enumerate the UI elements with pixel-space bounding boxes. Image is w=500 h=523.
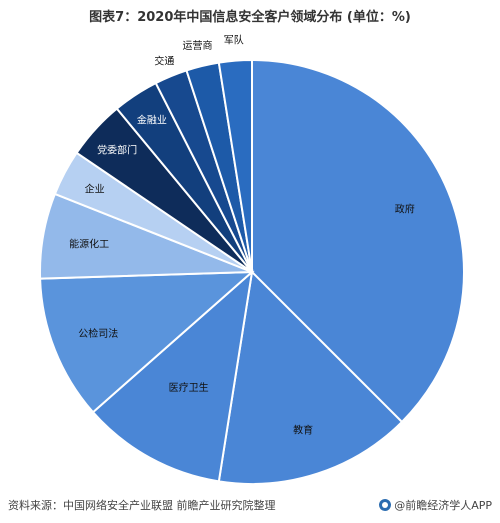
brand-text: @前瞻经济学人APP (394, 499, 492, 512)
slice-label-10: 军队 (224, 34, 244, 47)
pie-slice-0 (251, 58, 466, 424)
slice-label-4: 能源化工 (69, 238, 109, 251)
slice-label-8: 交通 (154, 54, 174, 67)
slice-label-7: 金融业 (137, 114, 167, 127)
slice-label-1: 教育 (293, 423, 313, 436)
slice-label-5: 企业 (85, 183, 105, 196)
brand-logo-icon (379, 499, 392, 511)
chart-title: 图表7：2020年中国信息安全客户领域分布 (单位：%) (89, 10, 411, 25)
pie-slice-2 (91, 269, 254, 483)
slice-label-6: 党委部门 (97, 143, 137, 156)
slice-label-0: 政府 (395, 203, 415, 216)
source-note: 资料来源：中国网络安全产业联盟 前瞻产业研究院整理 (8, 499, 276, 512)
slice-label-2: 医疗卫生 (169, 381, 209, 394)
pie-slice-10 (217, 58, 253, 273)
slice-label-9: 运营商 (183, 39, 213, 52)
slice-label-3: 公检司法 (78, 327, 118, 340)
pie-slice-3 (39, 270, 255, 414)
pie-slice-1 (217, 269, 404, 485)
brand-mark: @前瞻经济学人APP (379, 497, 492, 513)
